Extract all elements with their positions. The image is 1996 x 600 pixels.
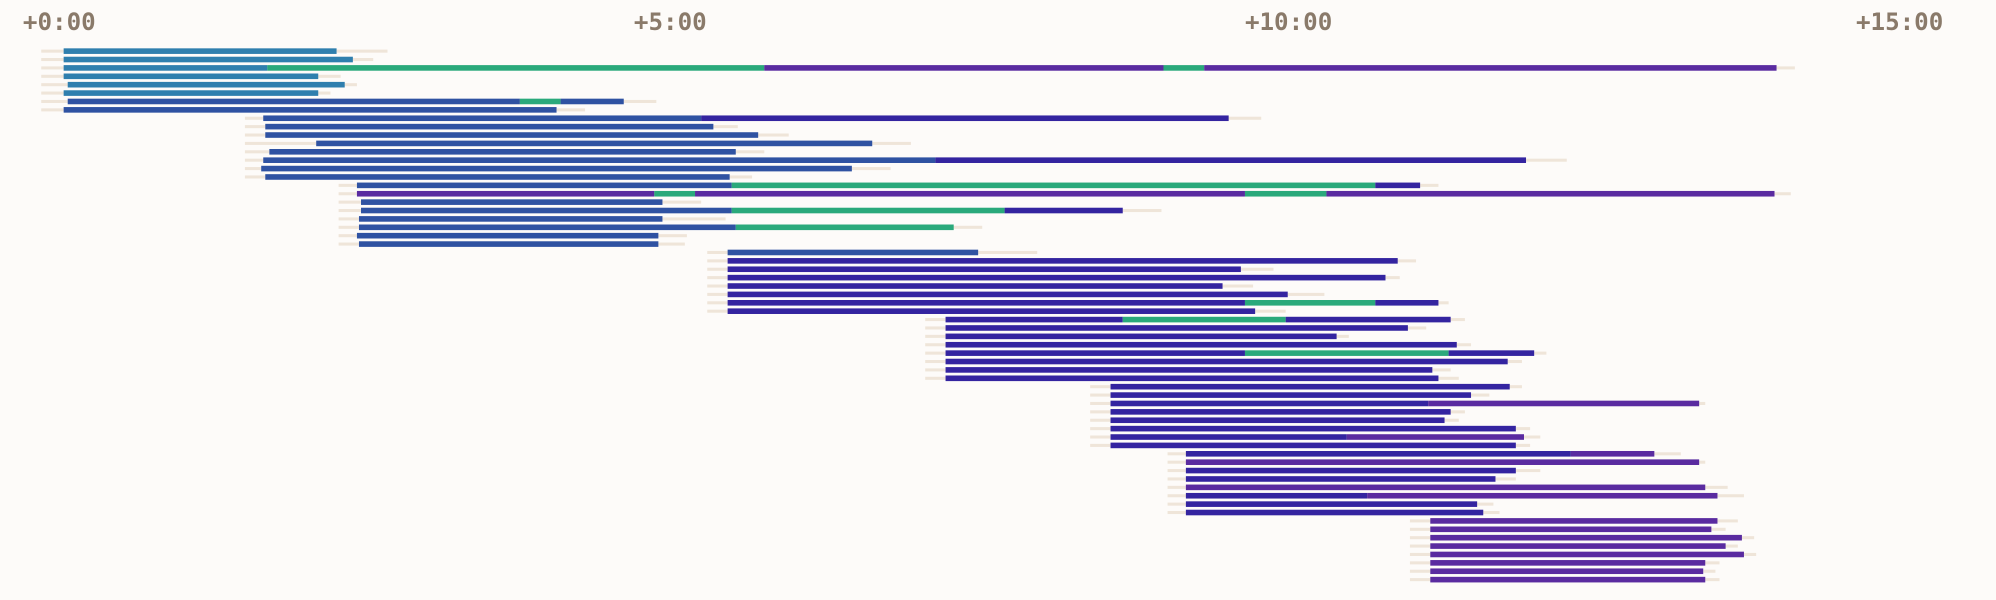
- run-segment: [1428, 400, 1700, 407]
- x-tick-label: +5:00: [634, 8, 707, 36]
- run-segment: [63, 56, 353, 63]
- run-segment: [727, 249, 979, 256]
- run-segment: [265, 123, 714, 130]
- run-segment: [1430, 534, 1742, 541]
- run-segment: [67, 98, 520, 105]
- run-segment: [1185, 459, 1700, 465]
- run-segment: [1367, 492, 1718, 499]
- run-segment: [67, 81, 345, 88]
- run-segment: [1285, 316, 1451, 323]
- run-segment: [263, 157, 936, 163]
- run-segment: [1110, 442, 1516, 449]
- x-tick-label: +10:00: [1245, 8, 1332, 36]
- run-segment: [727, 308, 1256, 314]
- run-segment: [654, 190, 696, 197]
- run-segment: [1346, 434, 1524, 440]
- run-segment: [1185, 484, 1706, 491]
- run-segment: [1326, 190, 1775, 197]
- run-segment: [1244, 190, 1327, 197]
- run-segment: [727, 291, 1288, 298]
- run-segment: [356, 232, 659, 239]
- run-segment: [945, 316, 1123, 323]
- x-tick-label: +15:00: [1856, 8, 1943, 36]
- run-segment: [1430, 576, 1706, 583]
- run-segment: [727, 300, 1245, 306]
- run-segment: [1110, 425, 1516, 432]
- run-segment: [1122, 316, 1286, 323]
- run-segment: [1244, 350, 1449, 356]
- run-segment: [945, 358, 1508, 365]
- run-segment: [560, 98, 624, 105]
- run-segment: [1110, 400, 1429, 407]
- run-segment: [1430, 526, 1712, 533]
- run-segment: [1430, 560, 1706, 566]
- run-segment: [727, 258, 1398, 264]
- run-segment: [1448, 350, 1535, 356]
- run-segment: [316, 140, 873, 147]
- run-segment: [356, 182, 732, 189]
- run-segment: [727, 274, 1386, 281]
- run-segment: [1244, 300, 1376, 306]
- run-segment: [361, 207, 732, 214]
- x-tick-label: +0:00: [23, 8, 96, 36]
- run-segment: [358, 224, 736, 231]
- run-segment: [731, 182, 1376, 189]
- run-segment: [1375, 182, 1421, 189]
- run-segment: [356, 190, 655, 197]
- run-segment: [1110, 417, 1445, 424]
- run-segment: [1375, 300, 1439, 306]
- run-segment: [1110, 409, 1451, 415]
- run-segment: [361, 199, 663, 205]
- run-segment: [945, 333, 1337, 340]
- run-segment: [63, 73, 319, 80]
- run-segment: [261, 165, 852, 172]
- run-segment: [1430, 551, 1744, 558]
- run-segment: [1430, 568, 1704, 575]
- run-segment: [945, 350, 1245, 356]
- run-segment: [945, 325, 1408, 331]
- run-segment: [63, 107, 557, 113]
- run-segment: [1185, 509, 1484, 516]
- run-segment: [63, 65, 268, 71]
- run-segment: [1163, 65, 1205, 71]
- run-segment: [63, 48, 337, 54]
- run-segment: [519, 98, 561, 105]
- run-segment: [265, 174, 730, 180]
- run-segment: [945, 375, 1439, 382]
- run-segment: [1110, 434, 1347, 440]
- run-segment: [1004, 207, 1123, 214]
- run-segment: [764, 65, 1164, 71]
- run-segment: [1110, 392, 1472, 398]
- run-segment: [731, 207, 1005, 214]
- run-segment: [265, 132, 759, 138]
- run-segment: [1110, 383, 1510, 390]
- run-segment: [1204, 65, 1777, 71]
- run-segment: [1430, 518, 1718, 524]
- run-segment: [1430, 543, 1726, 549]
- run-segment: [727, 266, 1241, 273]
- run-segment: [1185, 450, 1571, 457]
- run-segment: [695, 190, 1245, 197]
- run-segment: [63, 90, 319, 96]
- run-segment: [358, 216, 663, 222]
- run-segment: [263, 115, 702, 122]
- run-segment: [1185, 501, 1478, 507]
- run-segment: [945, 341, 1457, 348]
- run-segment: [727, 283, 1223, 289]
- run-segment: [735, 224, 954, 231]
- run-segment: [1185, 492, 1368, 499]
- run-segment: [267, 65, 765, 71]
- run-segment: [701, 115, 1229, 122]
- run-segment: [935, 157, 1527, 163]
- run-segment: [1185, 476, 1496, 482]
- run-segment: [945, 367, 1433, 373]
- run-segment: [358, 241, 659, 247]
- run-segment: [1570, 450, 1655, 457]
- run-segment: [269, 149, 736, 155]
- run-segment: [1185, 467, 1516, 474]
